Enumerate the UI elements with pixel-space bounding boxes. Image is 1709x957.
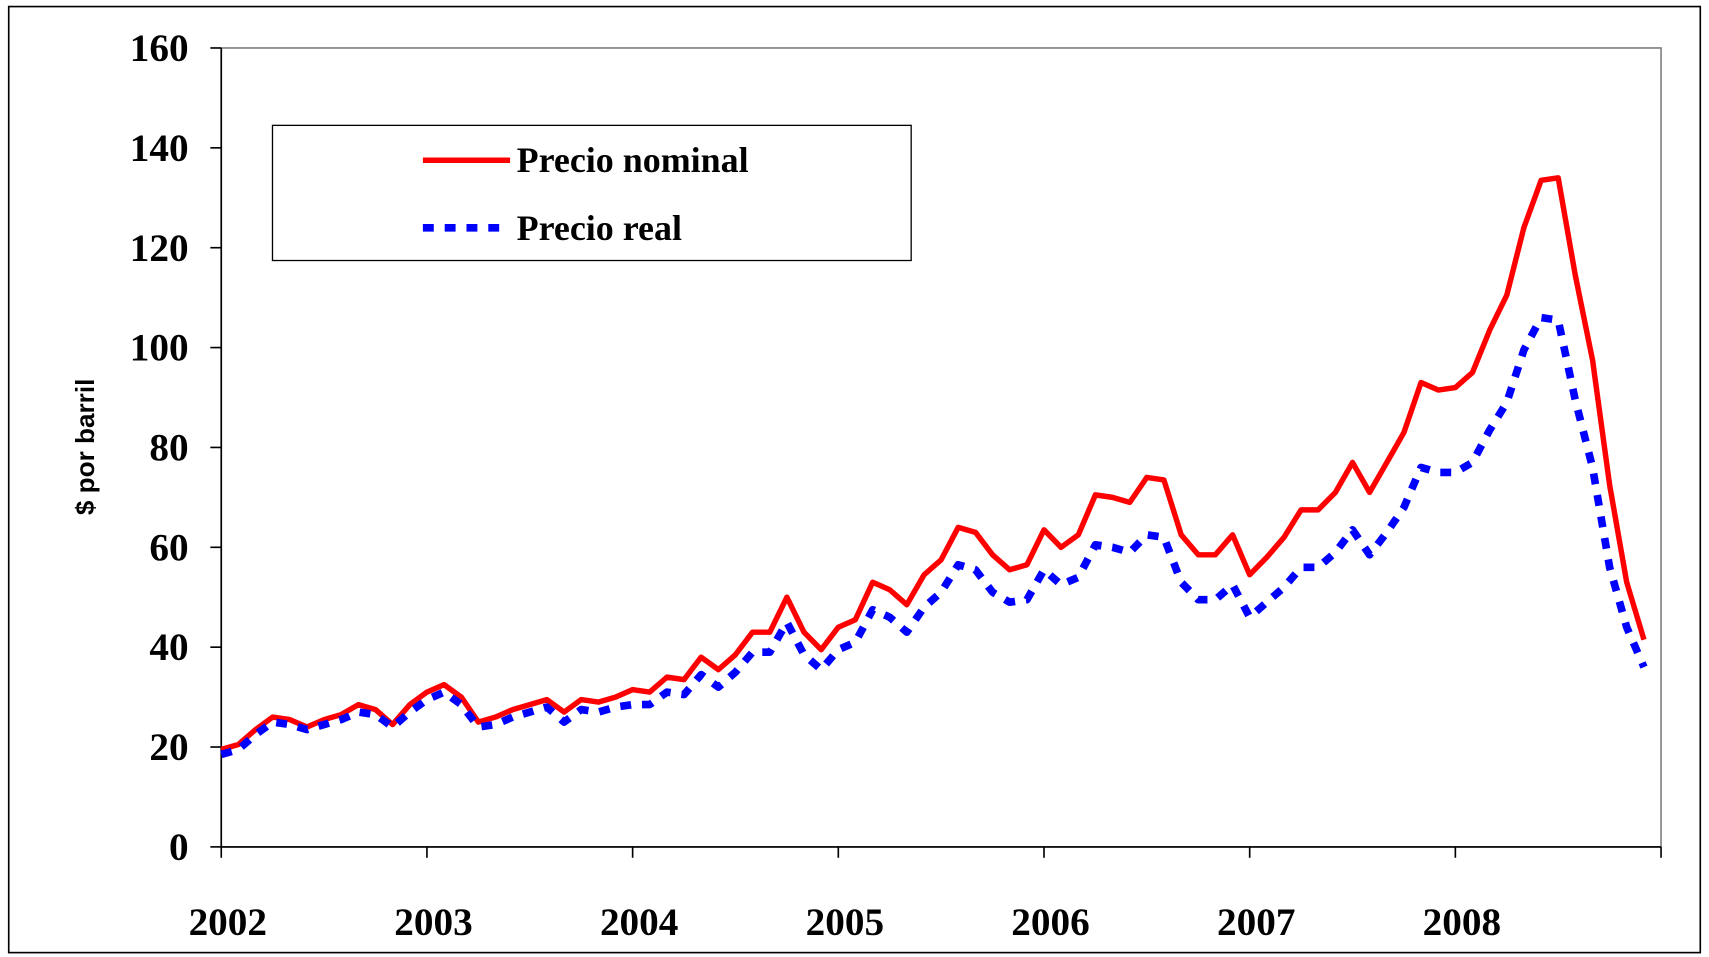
legend-label: Precio real bbox=[517, 208, 682, 248]
x-tick-label: 2008 bbox=[1423, 901, 1501, 944]
y-tick-label: 140 bbox=[130, 127, 189, 170]
y-tick-label: 20 bbox=[149, 726, 188, 769]
x-tick-label: 2007 bbox=[1217, 901, 1295, 944]
y-tick-label: 60 bbox=[149, 526, 188, 569]
line-series bbox=[220, 313, 1648, 759]
x-tick-label: 2002 bbox=[189, 901, 267, 944]
legend-box bbox=[271, 124, 912, 262]
x-tick-label: 2005 bbox=[806, 901, 884, 944]
legend-label: Precio nominal bbox=[517, 140, 749, 180]
y-tick-label: 120 bbox=[130, 227, 189, 270]
y-tick-label: 100 bbox=[130, 327, 189, 370]
x-tick-label: 2003 bbox=[394, 901, 472, 944]
y-tick-label: 80 bbox=[149, 427, 188, 470]
x-tick-label: 2006 bbox=[1011, 901, 1089, 944]
line-series bbox=[220, 175, 1647, 753]
x-tick-label: 2004 bbox=[600, 901, 678, 944]
y-tick-label: 160 bbox=[130, 27, 189, 70]
y-axis-label: $ por barril bbox=[70, 379, 100, 516]
y-tick-label: 40 bbox=[149, 626, 188, 669]
y-tick-label: 0 bbox=[169, 826, 189, 869]
